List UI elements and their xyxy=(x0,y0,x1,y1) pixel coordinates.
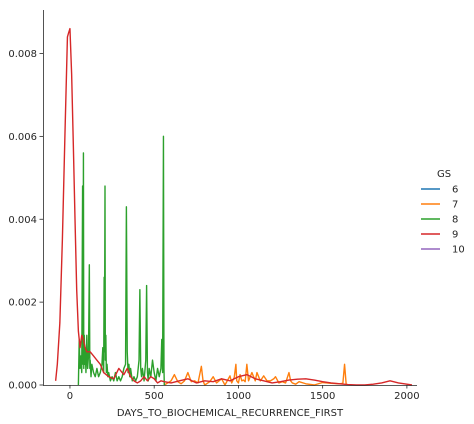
legend-label: 6 xyxy=(452,185,458,196)
y-tick-label: 0.006 xyxy=(8,132,37,143)
legend-title: GS xyxy=(437,169,451,180)
x-tick-label: 1500 xyxy=(310,391,335,402)
plot-area xyxy=(54,27,413,386)
series-line-gs-9 xyxy=(54,27,413,386)
x-tick-label: 2000 xyxy=(394,391,419,402)
legend-label: 7 xyxy=(452,200,458,211)
legend-label: 8 xyxy=(452,215,458,226)
legend-label: 10 xyxy=(452,245,465,256)
y-tick-label: 0.002 xyxy=(8,298,37,309)
y-ticks: 0.000 0.002 0.004 0.006 0.008 xyxy=(8,49,43,392)
x-ticks: 0 500 1000 1500 2000 xyxy=(67,385,420,402)
x-tick-label: 500 xyxy=(145,391,164,402)
legend: GS 6 7 8 9 10 xyxy=(421,169,465,256)
x-axis-label: DAYS_TO_BIOCHEMICAL_RECURRENCE_FIRST xyxy=(117,408,344,419)
y-tick-label: 0.004 xyxy=(8,215,37,226)
y-tick-label: 0.008 xyxy=(8,49,37,60)
x-tick-label: 0 xyxy=(67,391,73,402)
axes xyxy=(43,10,417,386)
legend-label: 9 xyxy=(452,230,458,241)
y-tick-label: 0.000 xyxy=(8,381,37,392)
x-tick-label: 1000 xyxy=(226,391,251,402)
series-line-gs-7 xyxy=(163,363,347,386)
series-line-gs-8 xyxy=(77,135,165,386)
